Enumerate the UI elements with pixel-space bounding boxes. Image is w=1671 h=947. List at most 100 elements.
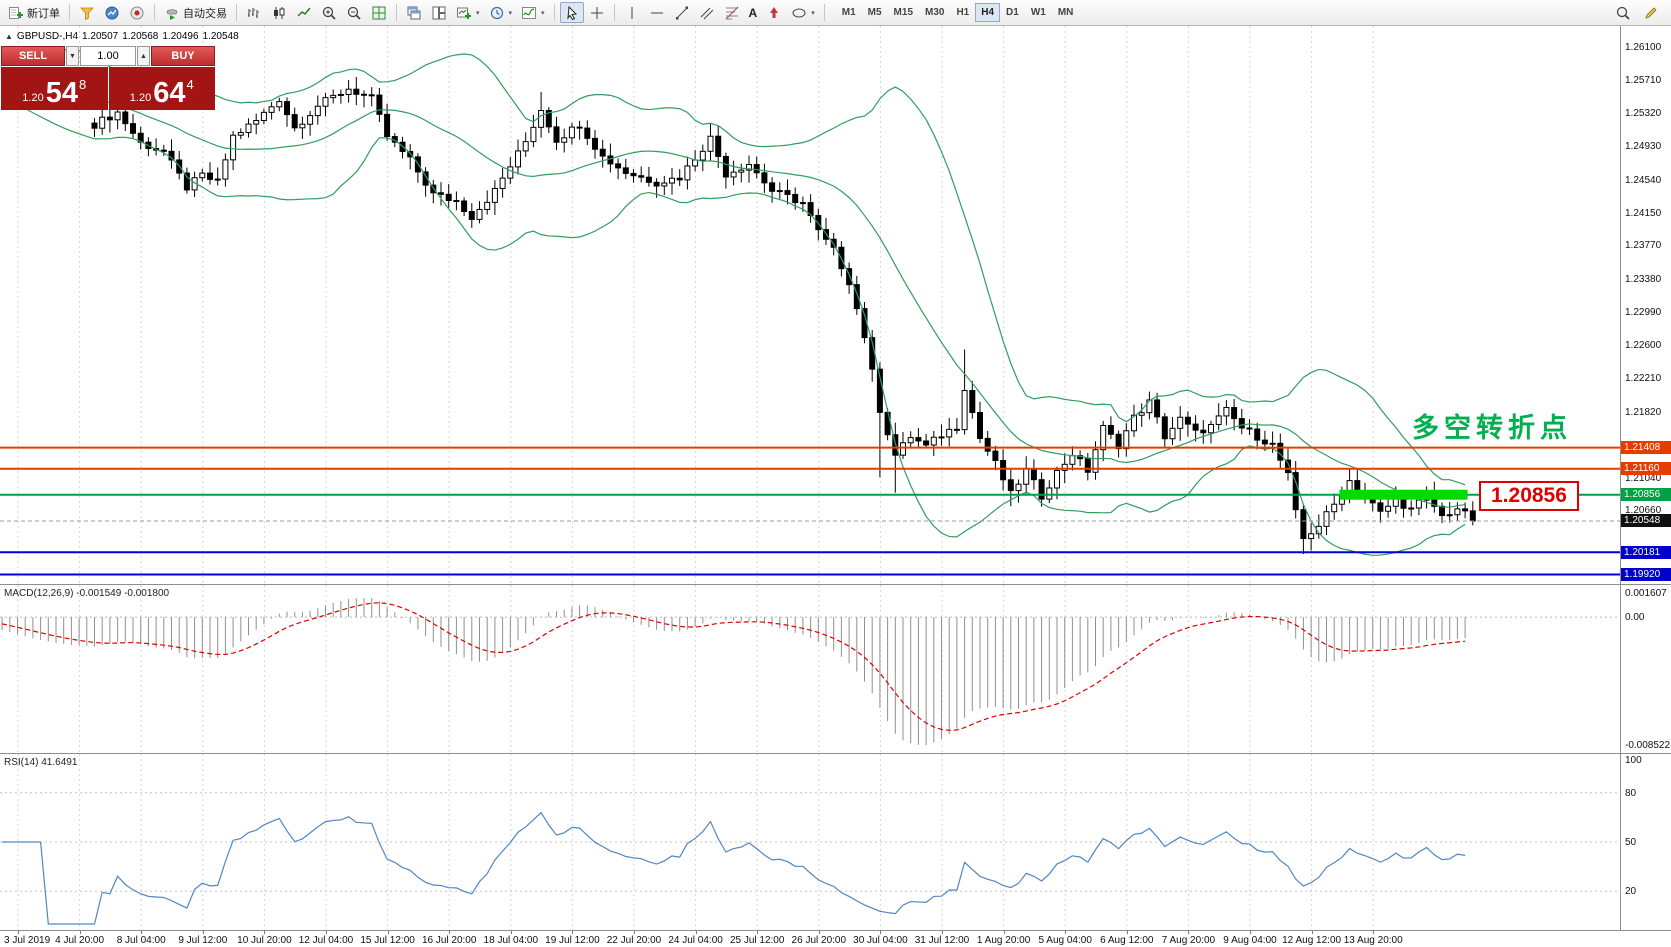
time-axis-label: 8 Jul 04:00 bbox=[116, 935, 166, 946]
edit-button[interactable] bbox=[1639, 2, 1663, 23]
timeframe-h4-button[interactable]: H4 bbox=[975, 3, 1001, 22]
zoom-out-button[interactable] bbox=[342, 2, 366, 23]
ohlc-open: 1.20507 bbox=[82, 31, 119, 42]
rsi-chart[interactable] bbox=[0, 754, 1620, 930]
collapse-trade-panel-icon[interactable]: ▲ bbox=[5, 32, 13, 41]
zoom-in-button[interactable] bbox=[317, 2, 341, 23]
lot-size-input[interactable] bbox=[80, 46, 136, 66]
ohlc-bars-icon bbox=[248, 7, 259, 18]
time-axis-tick bbox=[942, 931, 943, 934]
time-axis-label: 12 Aug 12:00 bbox=[1282, 935, 1342, 946]
time-axis-label: 4 Jul 20:00 bbox=[55, 935, 105, 946]
new-chart-icon bbox=[457, 7, 471, 19]
time-axis-tick bbox=[18, 931, 19, 934]
buy-button[interactable]: BUY bbox=[151, 46, 215, 66]
toolbar-separator bbox=[154, 4, 155, 21]
candlestick-icon bbox=[274, 6, 285, 19]
macd-indicator-label: MACD(12,26,9) -0.001549 -0.001800 bbox=[4, 588, 169, 599]
macd-scale-label: 0.001607 bbox=[1625, 588, 1667, 599]
community-button[interactable] bbox=[125, 2, 149, 23]
timeframe-h1-button[interactable]: H1 bbox=[956, 7, 970, 18]
timeframe-w1-button[interactable]: W1 bbox=[1030, 7, 1046, 18]
text-tool-button[interactable]: A bbox=[745, 2, 762, 23]
indicators-button[interactable]: ▾ bbox=[517, 2, 549, 23]
time-axis-tick bbox=[1065, 931, 1067, 934]
cursor-button[interactable] bbox=[559, 2, 584, 23]
time-axis-label: 18 Jul 04:00 bbox=[483, 935, 539, 946]
ohlc-high: 1.20568 bbox=[122, 31, 159, 42]
panel-splitter[interactable] bbox=[0, 584, 1671, 585]
cascade-windows-button[interactable] bbox=[402, 2, 426, 23]
time-axis-label: 31 Jul 12:00 bbox=[914, 935, 970, 946]
channel-tool-button[interactable] bbox=[695, 2, 719, 23]
time-axis[interactable]: 3 Jul 2019 4 Jul 20:00 8 Jul 04:00 9 Jul 12… bbox=[0, 930, 1671, 947]
lot-decrease-button[interactable]: ▼ bbox=[66, 46, 79, 66]
timeframe-m15-button[interactable]: M15 bbox=[893, 7, 913, 18]
time-axis-label: 13 Aug 20:00 bbox=[1343, 935, 1403, 946]
trendline-tool-button[interactable] bbox=[670, 2, 694, 23]
chart-profile-button[interactable] bbox=[100, 2, 124, 23]
rsi-value: 41.6491 bbox=[41, 757, 78, 768]
timeframe-mn-button[interactable]: MN bbox=[1057, 7, 1074, 18]
metaeditor-button[interactable] bbox=[75, 2, 99, 23]
y-axis-label: 1.23770 bbox=[1625, 240, 1662, 252]
time-axis-tick bbox=[141, 931, 143, 934]
price-axis[interactable]: 1.26100 1.25710 1.25320 1.24930 1.24540 1.241… bbox=[1620, 26, 1671, 930]
grid-button[interactable] bbox=[367, 2, 391, 23]
timeframe-m5-button[interactable]: M5 bbox=[867, 7, 882, 18]
line-chart-icon bbox=[297, 7, 311, 16]
new-chart-button[interactable]: ▾ bbox=[452, 2, 484, 23]
bar-chart-button[interactable] bbox=[242, 2, 266, 23]
horizontal-line-tool-button[interactable] bbox=[645, 2, 669, 23]
sell-price-panel[interactable]: 1.20 54 8 bbox=[1, 67, 108, 110]
vertical-line-tool-button[interactable] bbox=[620, 2, 644, 23]
cursor-icon bbox=[566, 5, 577, 20]
rsi-indicator-label: RSI(14) 41.6491 bbox=[4, 757, 77, 768]
period-button[interactable]: ▾ bbox=[485, 2, 517, 23]
sell-button[interactable]: SELL bbox=[1, 46, 65, 66]
buy-price-panel[interactable]: 1.20 64 4 bbox=[108, 67, 215, 110]
timeframe-m1-button[interactable]: M1 bbox=[841, 7, 856, 18]
autotrading-button[interactable]: 自动交易 bbox=[160, 2, 231, 23]
time-axis-label: 25 Jul 12:00 bbox=[729, 935, 785, 946]
y-axis-label: 1.22990 bbox=[1625, 306, 1662, 318]
time-axis-label: 5 Aug 04:00 bbox=[1038, 935, 1092, 946]
line-chart-button[interactable] bbox=[292, 2, 316, 23]
time-axis-tick bbox=[79, 931, 81, 934]
zoom-out-icon bbox=[347, 6, 361, 20]
shapes-tool-button[interactable]: ▾ bbox=[787, 2, 819, 23]
panel-splitter[interactable] bbox=[0, 753, 1671, 754]
zoom-in-icon bbox=[322, 6, 336, 20]
toolbar-separator bbox=[396, 4, 397, 21]
time-axis-tick bbox=[757, 931, 759, 934]
new-order-icon bbox=[9, 6, 23, 19]
candlestick-chart-button[interactable] bbox=[267, 2, 291, 23]
price-tag: 1.20548 bbox=[1621, 514, 1671, 528]
lot-increase-button[interactable]: ▲ bbox=[137, 46, 150, 66]
timeframe-m30-button[interactable]: M30 bbox=[925, 7, 945, 18]
new-order-button[interactable]: 新订单 bbox=[4, 2, 64, 23]
arrows-tool-button[interactable] bbox=[762, 2, 786, 23]
search-button[interactable] bbox=[1611, 2, 1635, 23]
tile-windows-button[interactable] bbox=[427, 2, 451, 23]
time-axis-tick bbox=[449, 931, 451, 934]
macd-chart[interactable] bbox=[0, 585, 1620, 753]
grid-icon bbox=[372, 6, 386, 19]
buy-price-big: 64 bbox=[153, 77, 186, 109]
crosshair-button[interactable] bbox=[585, 2, 609, 23]
fibonacci-tool-button[interactable] bbox=[720, 2, 744, 23]
vertical-line-icon bbox=[631, 6, 633, 19]
time-axis-tick bbox=[818, 931, 820, 934]
time-axis-tick bbox=[387, 931, 389, 934]
y-axis-label: 1.20660 bbox=[1625, 505, 1662, 517]
sell-price-sup: 8 bbox=[78, 77, 87, 92]
clock-icon bbox=[490, 6, 503, 19]
time-axis-label: 7 Aug 20:00 bbox=[1161, 935, 1216, 946]
timeframe-d1-button[interactable]: D1 bbox=[1006, 7, 1019, 18]
price-chart[interactable] bbox=[0, 26, 1620, 584]
buy-price-sup: 4 bbox=[186, 77, 194, 92]
ellipse-shape-icon bbox=[792, 8, 806, 17]
time-axis-label: 16 Jul 20:00 bbox=[421, 935, 477, 946]
dropdown-arrow-icon: ▾ bbox=[541, 9, 545, 17]
rsi-scale-label: 100 bbox=[1625, 755, 1642, 766]
